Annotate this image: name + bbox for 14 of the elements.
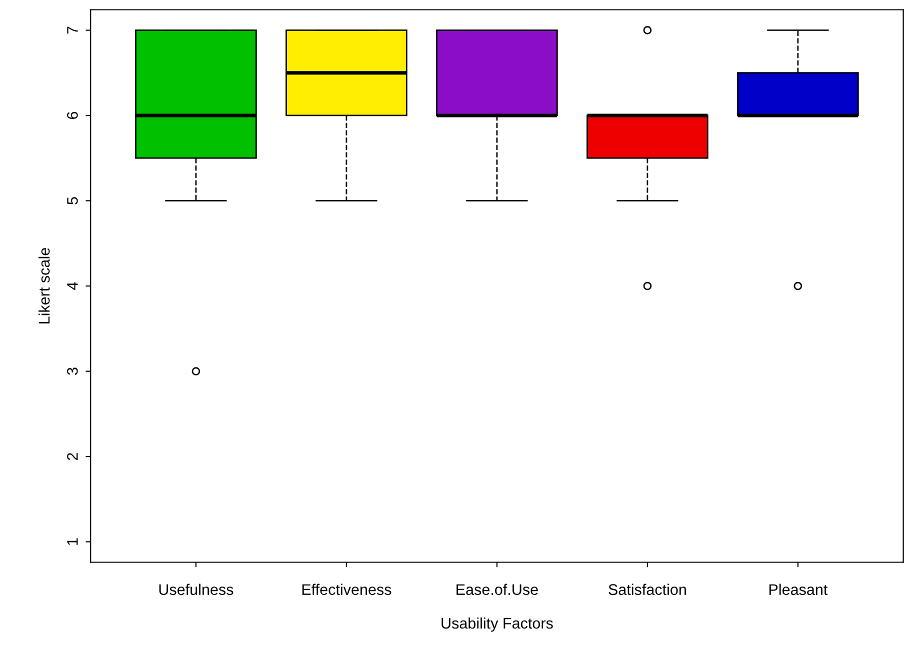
y-tick-label: 6 <box>67 112 78 119</box>
y-tick-label: 7 <box>67 26 78 34</box>
x-tick-label: Effectiveness <box>302 584 392 595</box>
y-tick-label: 5 <box>67 197 78 204</box>
y-tick-label: 4 <box>67 282 78 290</box>
x-axis-title: Usability Factors <box>442 617 553 632</box>
y-tick-label: 3 <box>67 368 78 375</box>
y-tick-label: 1 <box>67 538 78 545</box>
x-tick-label: Ease.of.Use <box>456 584 538 595</box>
x-tick-label: Pleasant <box>769 584 828 595</box>
y-axis-title: Likert scale <box>38 248 50 324</box>
y-tick-label: 2 <box>67 453 78 460</box>
x-tick-label: Satisfaction <box>608 584 686 595</box>
x-tick-label: Usefulness <box>159 584 234 595</box>
